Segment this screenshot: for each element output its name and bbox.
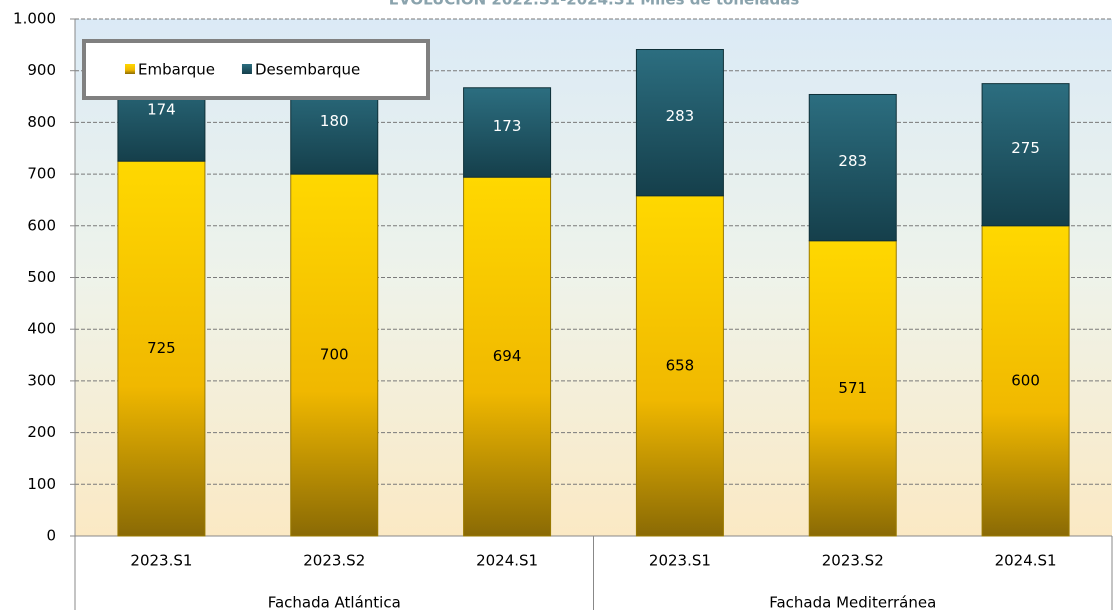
y-tick-label: 1.000	[13, 10, 56, 28]
x-tick-label: 2024.S1	[476, 552, 538, 570]
bar-segment	[981, 225, 1070, 537]
legend-label: Desembarque	[255, 61, 360, 79]
data-label: 173	[493, 117, 522, 135]
x-tick-label: 2023.S2	[303, 552, 365, 570]
data-label: 694	[493, 347, 522, 365]
y-tick-label: 0	[46, 527, 56, 545]
group-label: Fachada Atlántica	[268, 594, 401, 611]
y-tick-label: 200	[27, 423, 56, 441]
data-label: 283	[838, 152, 867, 170]
y-tick-label: 900	[27, 61, 56, 79]
legend-label: Embarque	[138, 61, 215, 79]
legend-box	[82, 39, 430, 100]
bar-segment	[290, 173, 379, 537]
x-tick-label: 2023.S1	[649, 552, 711, 570]
bar-segment	[463, 176, 552, 537]
group-label: Fachada Mediterránea	[769, 594, 936, 611]
bar-segment	[117, 160, 206, 537]
data-label: 658	[666, 356, 695, 374]
x-tick-label: 2024.S1	[995, 552, 1057, 570]
y-tick-label: 800	[27, 113, 56, 131]
bar-segment	[808, 240, 897, 537]
data-label: 283	[666, 107, 695, 125]
y-tick-label: 300	[27, 371, 56, 389]
data-label: 571	[838, 379, 867, 397]
bar-segment	[981, 83, 1070, 227]
legend-swatch	[241, 64, 252, 74]
data-label: 275	[1011, 139, 1040, 157]
y-tick-label: 600	[27, 216, 56, 234]
data-label: 174	[147, 101, 176, 119]
bar-segment	[463, 87, 552, 178]
legend-swatch	[125, 64, 135, 74]
y-tick-label: 500	[27, 268, 56, 286]
bar-segment	[808, 93, 897, 242]
data-label: 180	[320, 112, 349, 130]
x-tick-label: 2023.S1	[130, 552, 192, 570]
y-tick-label: 700	[27, 165, 56, 183]
bar-segment	[635, 49, 724, 197]
bar-segment	[635, 195, 724, 537]
data-label: 700	[320, 346, 349, 364]
chart-title: EVOLUCIÓN 2022.S1-2024.S1 Miles de tonel…	[389, 0, 800, 9]
y-tick-label: 100	[27, 475, 56, 493]
data-label: 725	[147, 339, 176, 357]
x-tick-label: 2023.S2	[822, 552, 884, 570]
y-tick-label: 400	[27, 320, 56, 338]
data-label: 600	[1011, 371, 1040, 389]
